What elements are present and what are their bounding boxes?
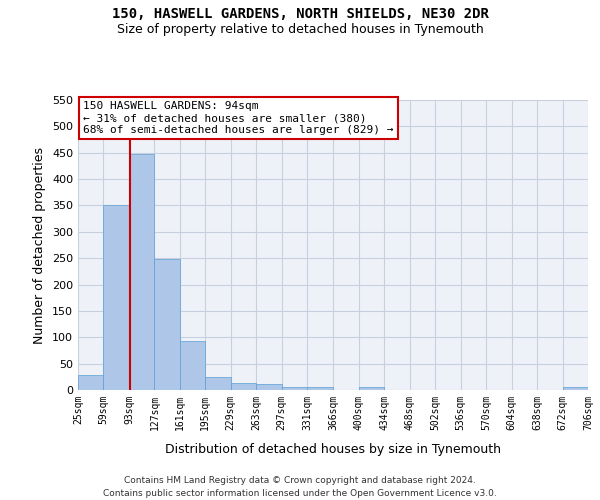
Text: Size of property relative to detached houses in Tynemouth: Size of property relative to detached ho… [116, 22, 484, 36]
Bar [129, 154, 154, 390]
Bar [256, 384, 282, 390]
Bar [359, 388, 384, 390]
Bar [180, 341, 205, 390]
Y-axis label: Number of detached properties: Number of detached properties [34, 146, 46, 344]
Bar [154, 259, 180, 390]
Bar [282, 387, 307, 390]
Bar [231, 382, 256, 390]
Text: Contains public sector information licensed under the Open Government Licence v3: Contains public sector information licen… [103, 489, 497, 498]
Text: Distribution of detached houses by size in Tynemouth: Distribution of detached houses by size … [165, 442, 501, 456]
Bar [563, 388, 588, 390]
Text: 150 HASWELL GARDENS: 94sqm
← 31% of detached houses are smaller (380)
68% of sem: 150 HASWELL GARDENS: 94sqm ← 31% of deta… [83, 102, 394, 134]
Bar [78, 375, 103, 390]
Text: Contains HM Land Registry data © Crown copyright and database right 2024.: Contains HM Land Registry data © Crown c… [124, 476, 476, 485]
Bar [307, 387, 332, 390]
Bar [205, 377, 231, 390]
Bar [103, 206, 129, 390]
Text: 150, HASWELL GARDENS, NORTH SHIELDS, NE30 2DR: 150, HASWELL GARDENS, NORTH SHIELDS, NE3… [112, 8, 488, 22]
